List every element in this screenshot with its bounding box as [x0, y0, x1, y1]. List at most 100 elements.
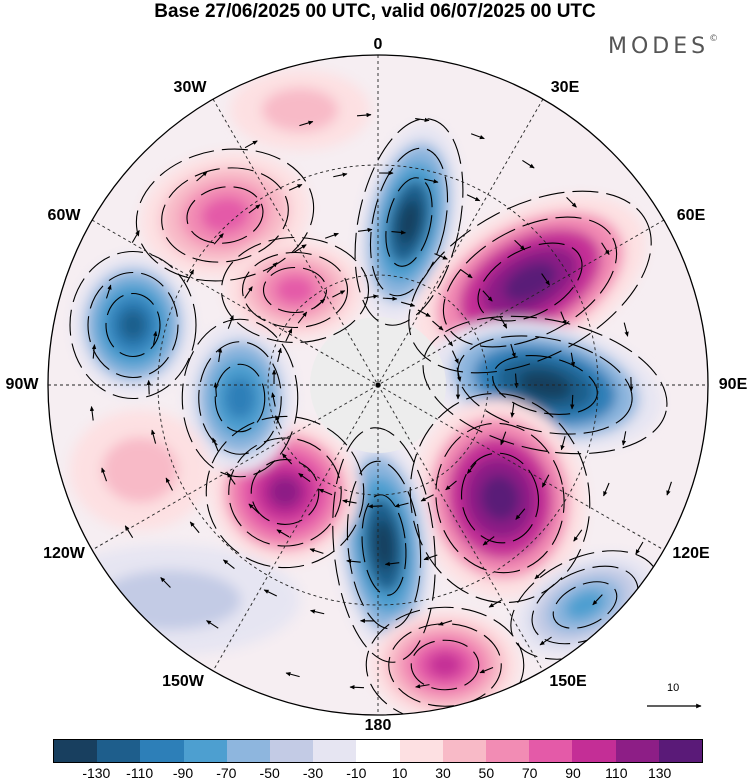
colorbar-tick-label: -90	[172, 765, 194, 781]
wind-arrow	[470, 133, 485, 140]
wind-arrow	[394, 502, 409, 508]
map-title: Base 27/06/2025 00 UTC, valid 06/07/2025…	[154, 1, 596, 22]
streamline	[346, 460, 422, 630]
wind-arrow	[515, 508, 526, 520]
wind-arrow	[212, 437, 219, 452]
anomaly-contour	[372, 519, 396, 571]
wind-arrow	[466, 462, 477, 474]
reference-vector-label: 10	[667, 682, 680, 694]
colorbar-swatch	[226, 740, 271, 762]
wind-arrow	[566, 196, 577, 208]
lon-label-120e: 120E	[672, 545, 710, 562]
streamline	[241, 251, 349, 329]
colorbar-swatch	[183, 740, 227, 762]
wind-arrow	[420, 494, 434, 502]
colorbar-tick-label: 130	[647, 765, 672, 781]
wind-arrow	[346, 559, 361, 564]
wind-arrow	[510, 403, 515, 418]
colorbar-swatch	[313, 740, 357, 762]
lon-label-30e: 30E	[550, 79, 580, 96]
streamline	[214, 363, 266, 433]
colorbar-swatch	[97, 740, 141, 762]
colorbar-swatch	[270, 740, 314, 762]
wind-arrow	[391, 230, 406, 235]
wind-arrow	[514, 239, 526, 251]
wind-arrow	[217, 347, 223, 363]
colorbar-tick-label: -10	[346, 765, 367, 781]
streamline	[408, 190, 652, 374]
copyright-mark: ©	[709, 34, 719, 44]
anomaly-contour	[119, 308, 147, 342]
wind-arrow	[152, 330, 158, 346]
lon-label-180: 180	[364, 717, 392, 734]
wind-arrow	[434, 253, 448, 260]
colorbar-swatch	[658, 740, 703, 762]
wind-arrow	[415, 117, 430, 123]
wind-arrow	[298, 473, 311, 482]
colorbar-tick-label: 30	[435, 765, 451, 781]
streamline	[186, 186, 264, 244]
streamline	[332, 427, 436, 663]
wind-arrow	[363, 294, 379, 299]
wind-arrow	[570, 352, 576, 368]
lon-label-150e: 150E	[549, 673, 587, 690]
colorbar-tick-label: -110	[126, 765, 154, 781]
wind-arrow	[479, 666, 494, 674]
wind-arrow	[445, 480, 457, 491]
streamline	[552, 581, 618, 629]
polar-anomaly-map	[47, 54, 709, 716]
wind-arrow	[294, 244, 307, 253]
colorbar-ticks: -130 -110 -90 -70 -50 -30 -10 10 30 50 70 90 110 130	[53, 765, 703, 783]
wind-arrow	[573, 529, 583, 542]
wind-arrow	[356, 112, 372, 118]
lon-label-60e: 60E	[676, 207, 706, 224]
wind-arrow	[635, 541, 644, 555]
streamline	[457, 335, 633, 435]
lon-label-90e: 90E	[718, 376, 748, 393]
streamline	[198, 341, 282, 455]
wind-arrow	[367, 504, 383, 509]
wind-arrow	[601, 242, 610, 256]
streamline	[435, 422, 565, 574]
wind-arrow	[189, 521, 200, 534]
lon-label-90w: 90W	[5, 376, 39, 393]
wind-arrow	[91, 344, 97, 359]
wind-arrow	[196, 171, 208, 182]
anomaly-contour	[480, 475, 520, 521]
wind-arrow	[151, 429, 157, 444]
wind-arrow	[281, 453, 293, 465]
wind-arrow	[522, 159, 535, 169]
wind-arrow	[89, 406, 95, 421]
wind-arrow	[222, 559, 235, 569]
anomaly-contour	[267, 475, 303, 509]
anomaly-contour	[564, 590, 606, 620]
wind-arrow	[285, 328, 293, 342]
streamline	[388, 623, 502, 707]
wind-arrow	[101, 467, 108, 482]
wind-arrow	[248, 503, 260, 514]
wind-arrow	[534, 569, 546, 580]
colorbar-tick-label: -30	[302, 765, 324, 781]
anomaly-contour	[101, 437, 179, 503]
streamline	[422, 315, 668, 455]
streamline	[262, 266, 328, 314]
wind-arrow	[560, 311, 567, 326]
wind-arrow	[438, 620, 453, 626]
wind-arrow	[297, 311, 308, 324]
streamline	[69, 250, 197, 400]
wind-arrow	[358, 227, 373, 233]
wind-arrow	[248, 204, 261, 214]
wind-arrow	[500, 431, 507, 446]
wind-arrow	[432, 320, 444, 331]
wind-arrow	[666, 481, 672, 496]
wind-arrow	[206, 620, 219, 629]
colorbar-swatch	[356, 740, 400, 762]
wind-arrow	[285, 672, 300, 678]
streamline	[161, 167, 289, 263]
wind-arrow	[332, 290, 346, 298]
wind-arrow	[310, 609, 325, 615]
colorbar-tick-label: 70	[521, 765, 538, 781]
wind-arrow	[318, 488, 333, 496]
wind-arrow	[105, 284, 112, 299]
streamline	[477, 242, 583, 322]
